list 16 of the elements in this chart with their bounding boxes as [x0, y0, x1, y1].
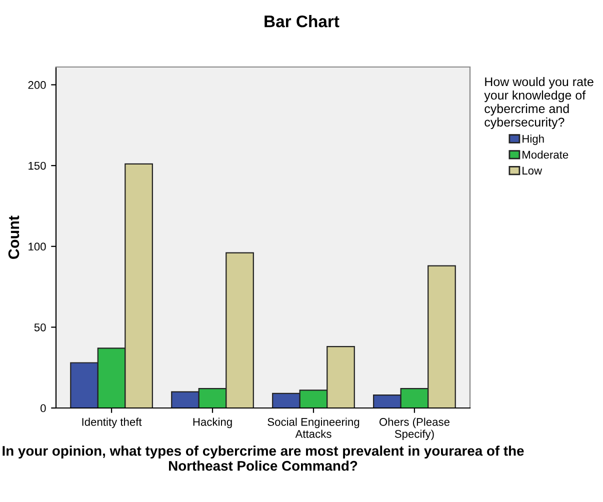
y-tick-label: 100	[28, 242, 46, 251]
x-tick-label: Identity theft	[82, 418, 142, 428]
x-tick-label: Ohers (Please Specify)	[379, 418, 450, 440]
chart-title: Bar Chart	[264, 15, 340, 28]
y-tick-label: 150	[28, 162, 46, 170]
legend-title: How would you rate your knowledge of cybercrime and cybersecurity?	[484, 77, 594, 130]
x-axis-title: In your opinion, what types of cybercrime are most prevalent in yourarea of the Northeast Police Command?	[2, 446, 524, 471]
legend-label: High	[522, 134, 544, 145]
y-axis-title: Count	[8, 216, 20, 259]
x-tick-label: Hacking	[193, 418, 232, 428]
legend-label: Low	[522, 166, 542, 175]
y-tick-label: 50	[34, 323, 46, 332]
y-tick-label: 0	[40, 404, 46, 412]
x-tick-label: Social Engineering Attacks	[268, 418, 360, 438]
y-tick-label: 200	[28, 81, 46, 89]
legend-label: Moderate	[522, 150, 568, 159]
